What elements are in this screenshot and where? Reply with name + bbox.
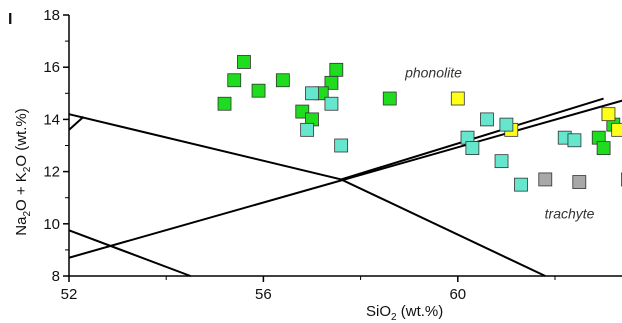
x-tick-label: 60 [449, 286, 466, 303]
data-point [572, 175, 587, 189]
data-point [480, 112, 494, 127]
data-point [217, 96, 232, 111]
data-point [305, 86, 319, 101]
data-point [324, 75, 339, 90]
data-point [251, 83, 266, 98]
data-point [538, 172, 553, 187]
data-point [567, 133, 582, 148]
data-point [596, 141, 611, 156]
x-axis-title: SiO2 (wt.%) [366, 303, 443, 323]
data-point [382, 91, 397, 106]
data-point [275, 73, 290, 88]
data-point [227, 73, 242, 88]
region-labels: phonolitetrachyterhyolite [404, 65, 595, 222]
data-point [237, 55, 251, 69]
region-label: trachyte [545, 206, 595, 222]
data-point [514, 177, 528, 192]
boundary-line-3 [68, 229, 191, 277]
panel-label: I [8, 11, 12, 28]
boundary-line-0 [68, 99, 622, 259]
axis-ticks: 52566064687281012141618 [43, 7, 556, 303]
y-axis-title: Na2O + K2O (wt.%) [13, 108, 33, 235]
x-tick-label: 56 [255, 286, 272, 303]
data-point [601, 107, 616, 122]
data-point [494, 154, 509, 169]
data-point [329, 62, 344, 77]
y-tick-label: 10 [43, 216, 60, 233]
y-tick-label: 18 [43, 7, 60, 24]
data-point [300, 122, 315, 137]
data-point [611, 122, 622, 137]
y-tick-label: 12 [43, 164, 60, 181]
x-tick-label: 52 [61, 286, 78, 303]
y-tick-label: 16 [43, 59, 60, 76]
data-point [334, 138, 349, 153]
data-point [450, 91, 465, 106]
data-point [465, 141, 480, 156]
data-point [499, 117, 514, 132]
region-label: phonolite [404, 65, 462, 81]
y-tick-label: 14 [43, 111, 60, 128]
data-points [217, 55, 622, 192]
data-point [324, 96, 339, 111]
boundary-line-2 [68, 116, 85, 131]
y-tick-label: 8 [52, 268, 60, 285]
